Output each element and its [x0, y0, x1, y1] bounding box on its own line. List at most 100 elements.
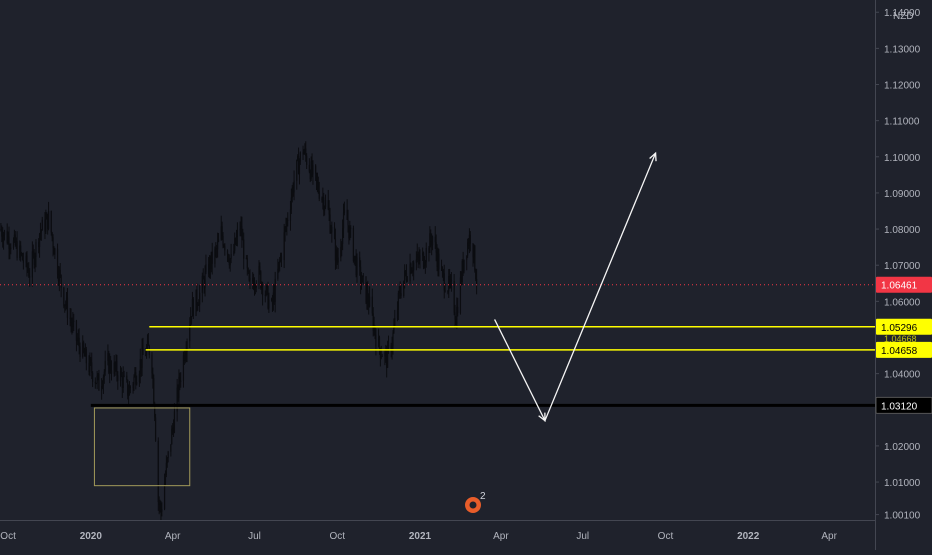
candle-body	[418, 257, 420, 261]
projection-arrow[interactable]	[494, 151, 657, 423]
candle-body	[52, 237, 54, 248]
candle-body	[449, 276, 451, 283]
candle-body	[350, 227, 352, 229]
candle-body	[221, 226, 223, 236]
candle-body	[101, 386, 104, 388]
projection-head-down	[538, 412, 546, 422]
candle-body	[264, 294, 266, 296]
event-badge-count: 2	[480, 491, 486, 502]
candle-body	[47, 213, 49, 229]
candle-body	[291, 187, 293, 198]
price-tick-label: 1.00100	[884, 511, 921, 522]
time-tick-label: Oct	[658, 531, 674, 542]
candle-body	[139, 359, 141, 374]
candle-body	[135, 372, 137, 385]
candle-body	[254, 286, 256, 288]
candle-body	[438, 253, 440, 270]
candle-body	[293, 180, 295, 193]
time-tick-label: Jul	[248, 531, 261, 542]
candle-body	[158, 502, 160, 505]
candle-body	[0, 229, 2, 231]
candle-body	[198, 304, 200, 306]
candle-body	[70, 318, 72, 323]
candle-body	[456, 306, 458, 325]
candle-body	[375, 334, 377, 347]
candle-body	[322, 197, 324, 200]
candle-body	[224, 246, 226, 251]
candle-body	[261, 284, 263, 288]
candle-body	[27, 267, 29, 271]
candle-body	[440, 269, 443, 271]
candle-body	[47, 211, 50, 229]
candle-body	[297, 156, 299, 160]
candle-body	[430, 233, 432, 242]
candle-body	[428, 247, 430, 253]
candle-body	[88, 363, 90, 372]
candle-body	[172, 427, 175, 433]
candle-body	[394, 318, 396, 327]
candle-body	[40, 230, 42, 233]
candle-body	[145, 354, 147, 356]
candle-body	[183, 355, 185, 361]
price-tick-label: 1.04000	[884, 370, 921, 381]
candle-body	[434, 236, 436, 243]
candle-body	[248, 271, 250, 281]
candle-body	[245, 257, 248, 259]
candle-body	[259, 266, 261, 272]
candle-body	[361, 275, 364, 283]
candle-body	[85, 348, 87, 364]
candle-body	[134, 372, 136, 377]
candle-body	[454, 312, 456, 320]
candle-body	[329, 214, 331, 233]
candle-body	[115, 360, 117, 369]
candle-body	[473, 245, 475, 258]
candle-body	[260, 271, 262, 288]
candle-body	[220, 226, 222, 240]
candle-body	[180, 380, 182, 382]
candle-body	[333, 226, 336, 239]
candle-body	[95, 383, 97, 385]
candle-body	[239, 228, 241, 231]
candle-body	[64, 304, 66, 307]
candle-body	[279, 255, 282, 261]
candle-body	[398, 290, 400, 293]
candle-body	[136, 382, 138, 385]
candle-body	[45, 219, 47, 232]
candle-body	[202, 275, 204, 280]
candle-body	[89, 358, 91, 372]
candle-body	[166, 458, 168, 463]
candle-body	[396, 309, 399, 319]
candle-body	[127, 379, 129, 396]
candle-body	[34, 256, 36, 265]
candle-body	[84, 348, 87, 357]
candle-body	[159, 503, 161, 505]
candle-body	[102, 376, 105, 387]
candle-body	[59, 269, 61, 276]
candle-body	[261, 284, 264, 296]
candle-body	[178, 376, 180, 398]
candle-body	[419, 255, 421, 261]
time-tick-label: Oct	[0, 531, 16, 542]
candle-body	[444, 290, 446, 292]
candle-body	[258, 266, 260, 284]
candle-body	[273, 292, 275, 302]
candle-body	[400, 293, 402, 296]
event-badge[interactable]: 2	[465, 491, 486, 513]
candle-body	[182, 355, 185, 381]
candle-body	[3, 230, 6, 236]
candle-body	[327, 200, 329, 210]
level-price-tag-text: 1.03120	[881, 401, 918, 412]
candle-body	[467, 242, 469, 256]
candle-body	[409, 264, 411, 281]
price-tick-label: 1.01000	[884, 478, 921, 489]
candle-body	[316, 180, 319, 183]
candle-body	[347, 219, 349, 226]
price-axis[interactable]: 1.14000 1.13000 1.12000 1.11000 1.10000 1.090…	[875, 0, 932, 550]
candle-body	[26, 255, 28, 268]
candle-body	[120, 371, 123, 377]
candle-body	[201, 275, 203, 293]
time-axis[interactable]: Oct 2020 Apr Jul Oct 2021 Apr Jul Oct 2022 Apr	[0, 520, 875, 543]
candle-body	[230, 254, 232, 259]
